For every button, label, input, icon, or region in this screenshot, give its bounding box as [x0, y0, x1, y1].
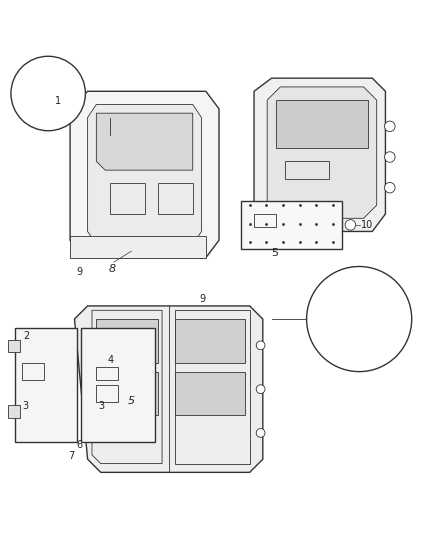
Text: 1: 1 — [55, 96, 61, 107]
Circle shape — [307, 266, 412, 372]
Circle shape — [256, 429, 265, 437]
Polygon shape — [175, 319, 245, 363]
Circle shape — [385, 152, 395, 162]
Circle shape — [11, 56, 85, 131]
Polygon shape — [320, 295, 331, 304]
Text: 10: 10 — [361, 220, 374, 230]
Text: 11: 11 — [350, 289, 363, 299]
Polygon shape — [276, 100, 368, 148]
Polygon shape — [267, 87, 377, 219]
Text: 12: 12 — [350, 319, 363, 329]
Circle shape — [256, 341, 265, 350]
Polygon shape — [320, 324, 333, 334]
Polygon shape — [74, 306, 263, 472]
Text: 8: 8 — [108, 264, 115, 274]
Circle shape — [345, 220, 356, 230]
Polygon shape — [88, 104, 201, 245]
Polygon shape — [96, 372, 158, 415]
Polygon shape — [254, 78, 385, 231]
FancyBboxPatch shape — [8, 340, 20, 352]
Circle shape — [385, 121, 395, 132]
Text: 7: 7 — [68, 451, 74, 461]
Text: 3: 3 — [99, 401, 105, 411]
Polygon shape — [15, 328, 77, 442]
Polygon shape — [81, 328, 155, 442]
Circle shape — [385, 182, 395, 193]
Text: 6: 6 — [77, 440, 83, 450]
Text: 3: 3 — [23, 401, 29, 411]
Polygon shape — [96, 319, 158, 363]
Polygon shape — [33, 83, 48, 104]
Text: 9: 9 — [199, 294, 205, 303]
Polygon shape — [70, 91, 219, 258]
Polygon shape — [70, 236, 206, 258]
Text: 9: 9 — [77, 267, 83, 277]
Circle shape — [256, 385, 265, 393]
Text: 2: 2 — [23, 331, 29, 341]
Polygon shape — [241, 201, 342, 249]
Text: 5: 5 — [272, 247, 279, 257]
Polygon shape — [96, 113, 193, 170]
Text: 4: 4 — [107, 355, 113, 365]
FancyBboxPatch shape — [8, 405, 20, 418]
Polygon shape — [175, 372, 245, 415]
Text: 5: 5 — [128, 395, 135, 406]
